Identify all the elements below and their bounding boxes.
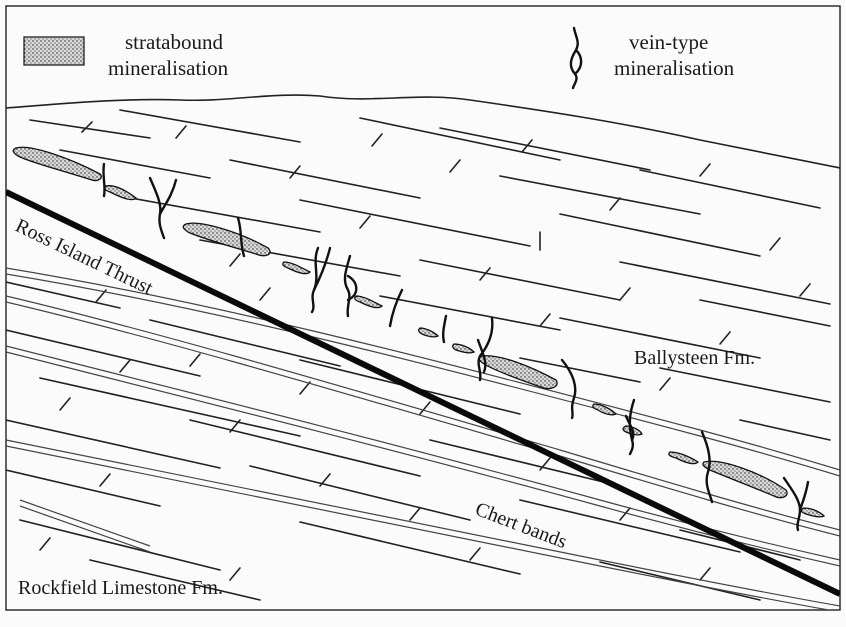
vein-structures [102, 162, 810, 532]
vein [700, 430, 714, 504]
rockfield-bedding [6, 281, 801, 601]
chert-bands [6, 267, 840, 610]
stratabound-lens [592, 403, 618, 416]
ballysteen-bedding [29, 109, 831, 441]
stratabound-legend-label-2: mineralisation [108, 56, 229, 80]
diagram-frame [5, 5, 841, 611]
vein [102, 162, 106, 198]
stratabound-legend-swatch [23, 36, 85, 66]
rockfield-formation-label: Rockfield Limestone Fm. [18, 577, 223, 599]
vein [388, 288, 404, 328]
stratabound-lens [452, 343, 476, 354]
vein [798, 480, 810, 512]
stratabound-lens [800, 507, 826, 518]
stratabound-lens [418, 327, 440, 338]
stratabound-lenses [12, 146, 826, 518]
vein-legend-symbol-loop [573, 48, 583, 76]
stratabound-legend-label-1: stratabound [125, 30, 223, 54]
stratabound-lens [668, 451, 700, 465]
ground-surface-line [6, 94, 840, 169]
stratabound-lens [282, 261, 312, 275]
vein-legend-label-2: mineralisation [614, 56, 735, 80]
vein [346, 274, 358, 302]
stratabound-lens [182, 222, 271, 257]
vein [158, 178, 178, 216]
vein [343, 254, 352, 318]
ballysteen-formation-label: Ballysteen Fm. [634, 347, 755, 369]
vein [441, 314, 448, 344]
stratabound-lens [104, 185, 137, 201]
vein [236, 216, 246, 258]
vein-legend-symbol [569, 26, 579, 90]
vein [560, 358, 577, 420]
section-body [6, 94, 840, 610]
vein [476, 338, 487, 374]
rockfield-joint-ticks [39, 289, 711, 581]
ballysteen-joint-ticks [81, 121, 811, 391]
vein [477, 316, 494, 382]
vein [624, 414, 635, 442]
stratabound-lens [478, 355, 558, 390]
stratabound-lens [354, 295, 384, 309]
stratabound-lens [702, 460, 788, 499]
vein [148, 176, 166, 240]
stratabound-lens [12, 146, 102, 182]
vein-legend-label-1: vein-type [629, 30, 708, 54]
ross-island-thrust-line [6, 189, 840, 597]
vein [312, 246, 332, 292]
chert-bands-label: Chert bands [472, 498, 570, 553]
vein [310, 246, 320, 314]
